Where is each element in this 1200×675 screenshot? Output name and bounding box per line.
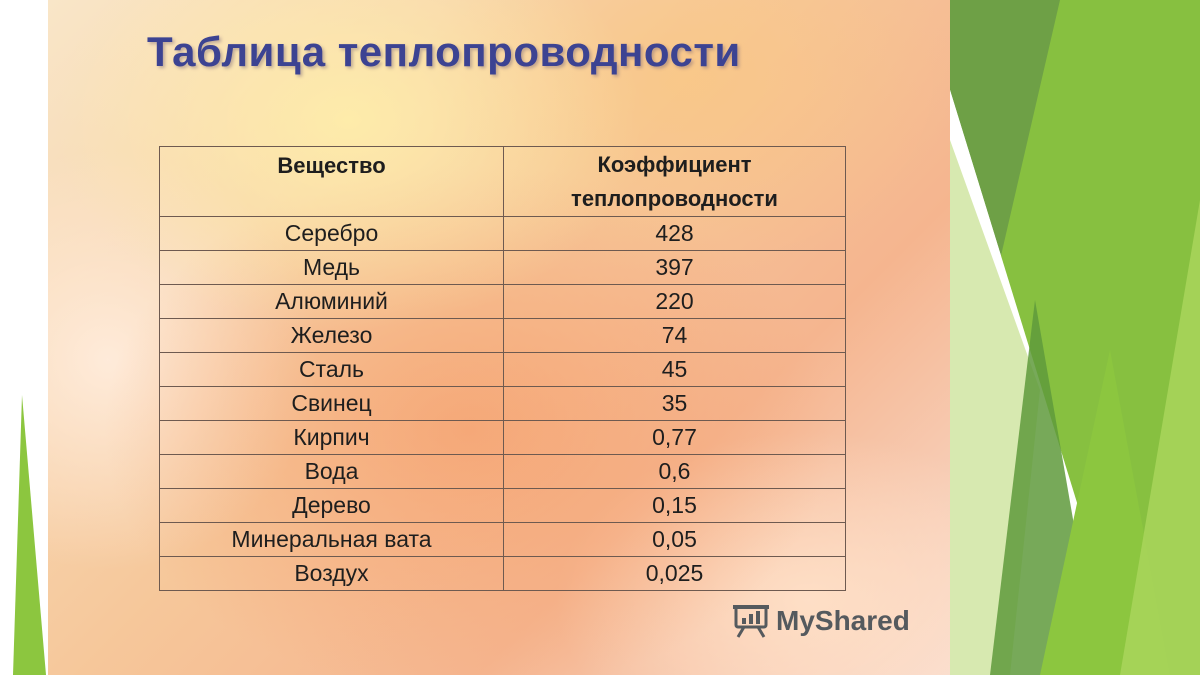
cell-value: 0,15 [503,488,846,523]
cell-value: 0,025 [503,556,846,591]
table-row: Воздух 0,025 [159,556,846,591]
cell-substance: Серебро [159,216,504,251]
cell-substance: Минеральная вата [159,522,504,557]
cell-substance: Кирпич [159,420,504,455]
cell-value: 0,05 [503,522,846,557]
header-coefficient-line2: теплопроводности [571,185,778,211]
table-row: Медь 397 [159,250,846,285]
cell-substance: Медь [159,250,504,285]
table-row: Свинец 35 [159,386,846,421]
cell-value: 74 [503,318,846,353]
left-green-spike [13,395,46,675]
table-row: Дерево 0,15 [159,488,846,523]
thermal-conductivity-table: Вещество Коэффициент теплопроводности Се… [159,146,846,591]
table-row: Алюминий 220 [159,284,846,319]
myshared-logo-icon [733,605,769,638]
table-row: Серебро 428 [159,216,846,251]
cell-value: 45 [503,352,846,387]
header-coefficient: Коэффициент теплопроводности [503,146,846,217]
cell-substance: Железо [159,318,504,353]
table-row: Минеральная вата 0,05 [159,522,846,557]
cell-substance: Дерево [159,488,504,523]
right-edge-green-spike [1120,200,1200,675]
table-row: Кирпич 0,77 [159,420,846,455]
watermark-text: MyShared [776,605,910,636]
cell-substance: Свинец [159,386,504,421]
cell-value: 397 [503,250,846,285]
cell-value: 220 [503,284,846,319]
header-substance: Вещество [159,146,504,217]
table-header-row: Вещество Коэффициент теплопроводности [159,146,846,217]
page-title: Таблица теплопроводности [147,28,741,75]
header-coefficient-line1: Коэффициент [597,151,752,177]
cell-substance: Воздух [159,556,504,591]
cell-substance: Алюминий [159,284,504,319]
table-row: Сталь 45 [159,352,846,387]
table-row: Железо 74 [159,318,846,353]
cell-value: 0,77 [503,420,846,455]
cell-substance: Вода [159,454,504,489]
table-row: Вода 0,6 [159,454,846,489]
cell-value: 428 [503,216,846,251]
cell-value: 35 [503,386,846,421]
cell-value: 0,6 [503,454,846,489]
myshared-watermark: MyShared [732,604,910,638]
cell-substance: Сталь [159,352,504,387]
